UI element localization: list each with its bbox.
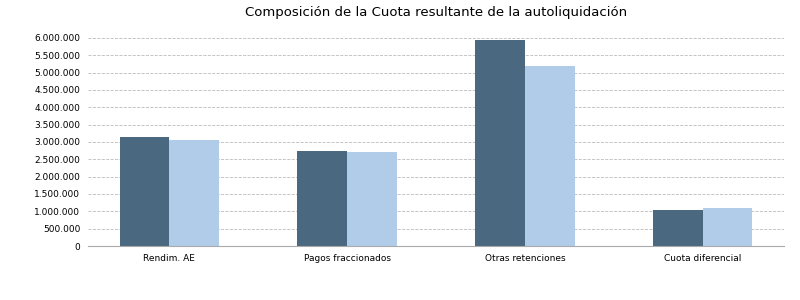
Title: Composición de la Cuota resultante de la autoliquidación: Composición de la Cuota resultante de la…: [245, 6, 627, 19]
Bar: [170, 140, 219, 246]
Bar: [347, 152, 397, 246]
Bar: [475, 40, 525, 246]
Bar: [653, 210, 702, 246]
Bar: [525, 66, 574, 246]
Bar: [702, 208, 752, 246]
Bar: [298, 151, 347, 246]
Bar: [120, 137, 170, 246]
